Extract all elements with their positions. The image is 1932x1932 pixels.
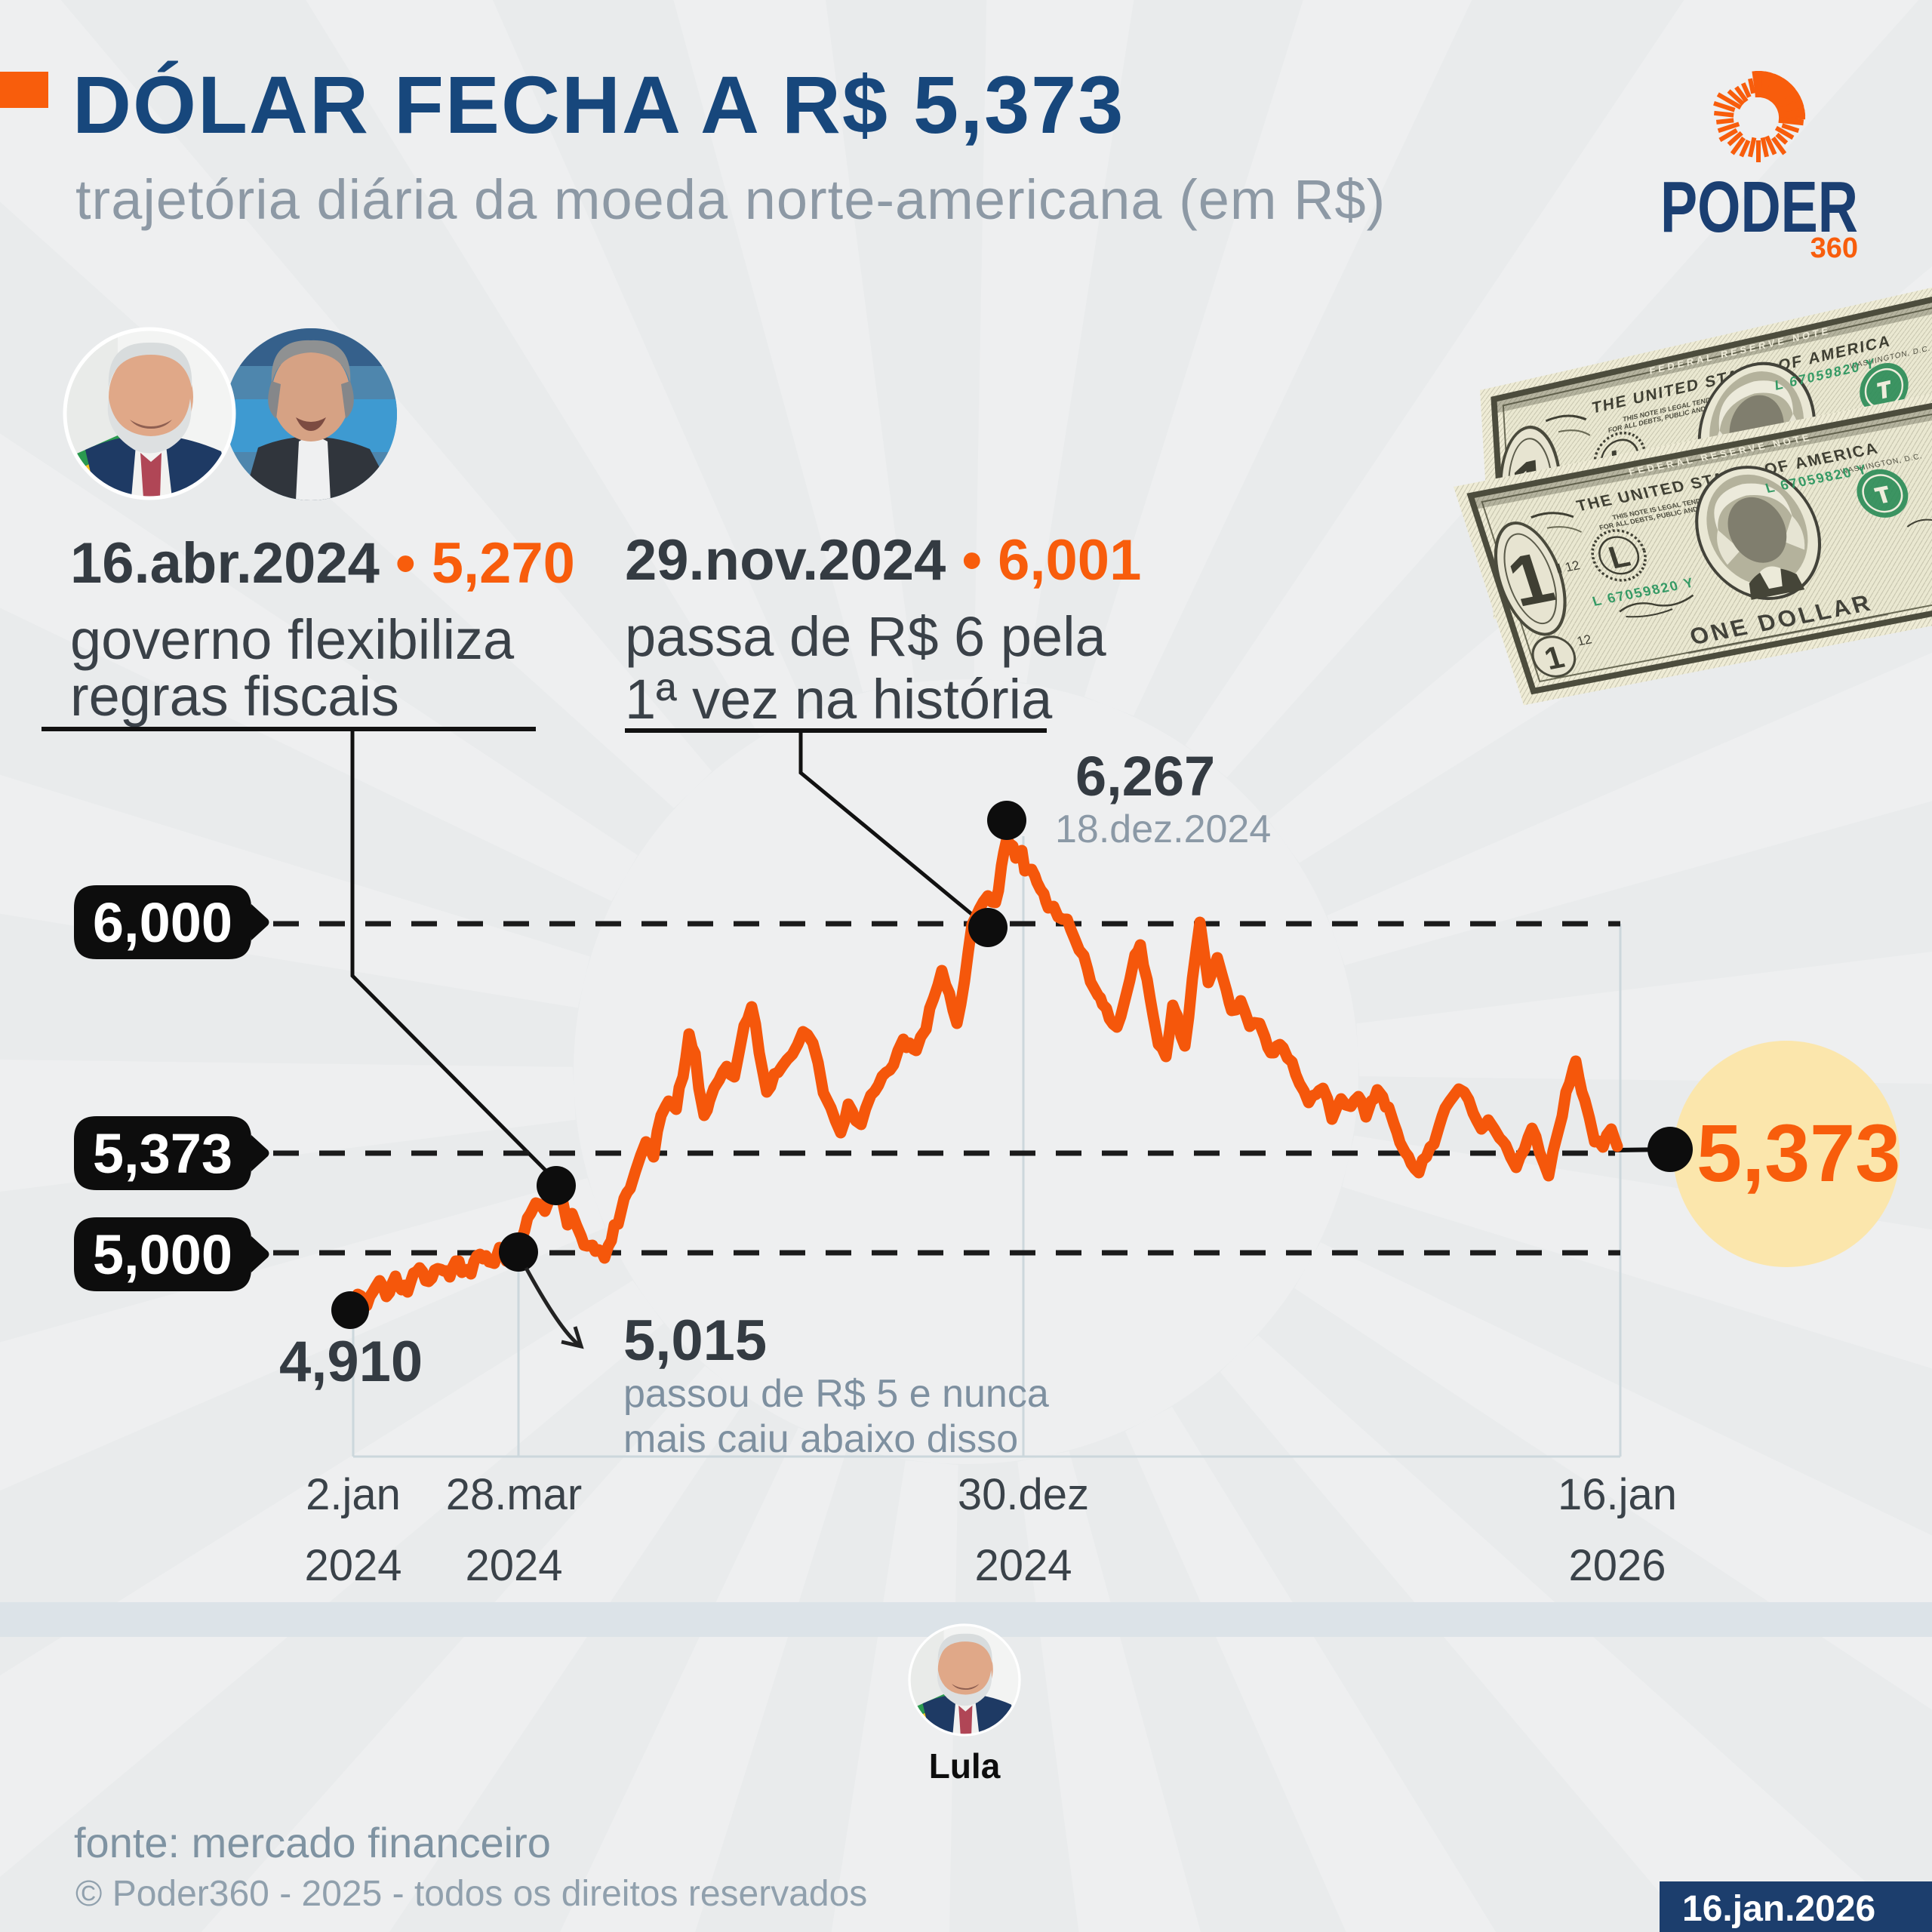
svg-text:5,000: 5,000 [93, 1223, 232, 1286]
svg-text:16.abr.2024 • 5,270: 16.abr.2024 • 5,270 [70, 531, 575, 595]
svg-text:2024: 2024 [304, 1541, 401, 1590]
svg-text:16.jan: 16.jan [1558, 1470, 1677, 1519]
svg-text:Lula: Lula [929, 1746, 1001, 1786]
svg-text:2026: 2026 [1568, 1541, 1666, 1590]
svg-text:2.jan: 2.jan [306, 1470, 401, 1519]
svg-text:DÓLAR FECHA A R$ 5,373: DÓLAR FECHA A R$ 5,373 [72, 59, 1124, 150]
svg-text:© Poder360 - 2025 - todos os d: © Poder360 - 2025 - todos os direitos re… [75, 1874, 867, 1914]
svg-text:5,373: 5,373 [1697, 1107, 1900, 1198]
svg-text:governo flexibiliza: governo flexibiliza [70, 608, 515, 671]
svg-text:6,000: 6,000 [93, 891, 232, 954]
svg-text:16.jan.2026: 16.jan.2026 [1682, 1889, 1875, 1929]
svg-text:regras fiscais: regras fiscais [70, 665, 399, 728]
svg-text:passou de R$ 5 e nunca: passou de R$ 5 e nunca [623, 1372, 1049, 1416]
svg-text:28.mar: 28.mar [446, 1470, 583, 1519]
svg-text:29.nov.2024 • 6,001: 29.nov.2024 • 6,001 [625, 528, 1141, 592]
svg-text:18.dez.2024: 18.dez.2024 [1055, 808, 1271, 851]
svg-text:6,267: 6,267 [1075, 745, 1215, 808]
svg-text:5,015: 5,015 [623, 1309, 767, 1373]
svg-text:2024: 2024 [465, 1541, 562, 1590]
svg-text:PODER: PODER [1660, 167, 1858, 248]
svg-text:360: 360 [1810, 232, 1858, 264]
svg-text:2024: 2024 [974, 1541, 1072, 1590]
svg-text:trajetória diária da moeda nor: trajetória diária da moeda norte-america… [75, 168, 1386, 231]
svg-text:fonte: mercado financeiro: fonte: mercado financeiro [74, 1819, 551, 1866]
svg-text:30.dez: 30.dez [958, 1470, 1089, 1519]
svg-text:5,373: 5,373 [93, 1122, 232, 1185]
svg-text:mais caiu abaixo disso: mais caiu abaixo disso [623, 1417, 1018, 1461]
svg-text:4,910: 4,910 [279, 1330, 423, 1394]
svg-text:passa de R$ 6 pela: passa de R$ 6 pela [625, 605, 1107, 668]
svg-text:1ª vez na história: 1ª vez na história [625, 668, 1053, 731]
